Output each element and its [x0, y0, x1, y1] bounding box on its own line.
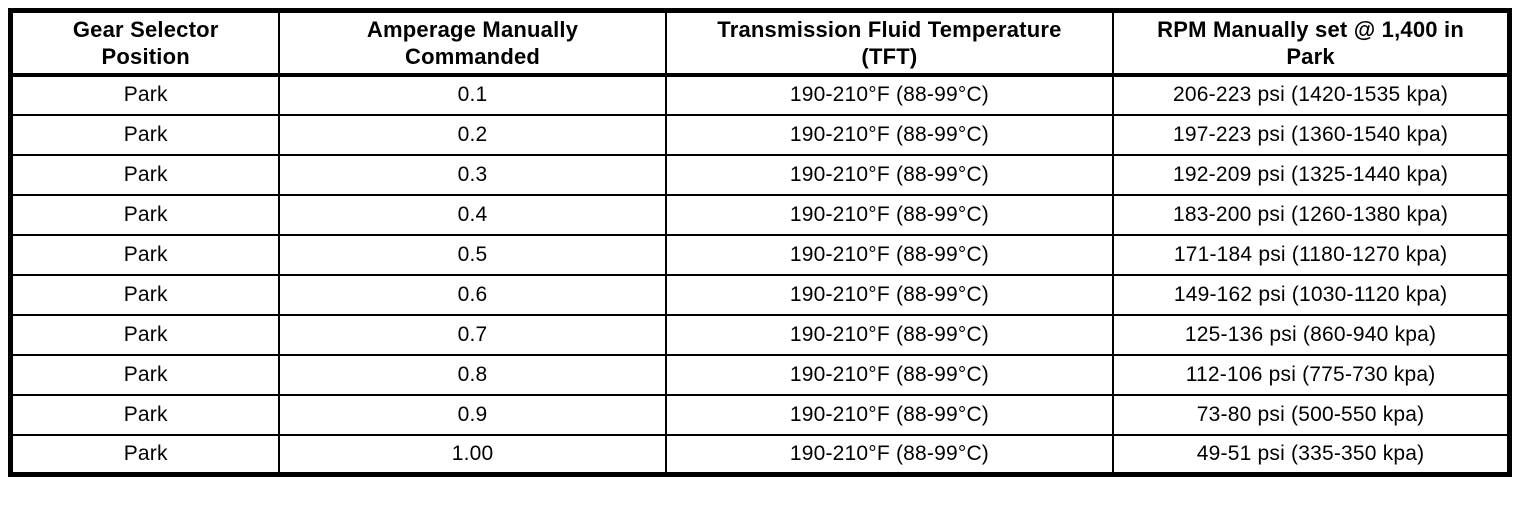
table-cell: 190-210°F (88-99°C)	[664, 433, 1115, 476]
table-cell: 190-210°F (88-99°C)	[664, 153, 1115, 196]
table-cell: 190-210°F (88-99°C)	[664, 233, 1115, 276]
table-row: Park 0.2 190-210°F (88-99°C) 197-223 psi (1…	[9, 113, 1511, 156]
table-row: Park 1.00 190-210°F (88-99°C) 49-51 psi (33…	[9, 433, 1511, 476]
table-cell: 49-51 psi (335-350 kpa)	[1112, 433, 1511, 476]
column-header-pressure-at-1400-rpm: RPM Manually set @ 1,400 in Park	[1112, 9, 1511, 77]
table-row: Park 0.5 190-210°F (88-99°C) 171-184 psi (1…	[9, 233, 1511, 276]
header-row: Gear Selector Position Amperage Manually Co…	[9, 9, 1511, 77]
table-body: Park 0.1 190-210°F (88-99°C) 206-223 psi (1…	[9, 73, 1511, 476]
table-cell: 183-200 psi (1260-1380 kpa)	[1112, 193, 1511, 236]
table-cell: Park	[9, 73, 281, 116]
table-cell: 1.00	[278, 433, 667, 476]
table-row: Park 0.7 190-210°F (88-99°C) 125-136 psi (8…	[9, 313, 1511, 356]
table-cell: Park	[9, 313, 281, 356]
table-cell: Park	[9, 153, 281, 196]
table-cell: Park	[9, 353, 281, 396]
table-row: Park 0.1 190-210°F (88-99°C) 206-223 psi (1…	[9, 73, 1511, 116]
table-cell: Park	[9, 193, 281, 236]
column-header-tft: Transmission Fluid Temperature (TFT)	[664, 9, 1115, 77]
table-cell: 190-210°F (88-99°C)	[664, 353, 1115, 396]
table-cell: 0.3	[278, 153, 667, 196]
table-cell: 0.7	[278, 313, 667, 356]
table-cell: Park	[9, 113, 281, 156]
table-cell: 0.2	[278, 113, 667, 156]
table-cell: Park	[9, 273, 281, 316]
table-cell: 0.1	[278, 73, 667, 116]
table-cell: 0.8	[278, 353, 667, 396]
transmission-pressure-table: Gear Selector Position Amperage Manually Co…	[8, 8, 1512, 477]
table-cell: 192-209 psi (1325-1440 kpa)	[1112, 153, 1511, 196]
table-row: Park 0.4 190-210°F (88-99°C) 183-200 psi (1…	[9, 193, 1511, 236]
column-header-amperage-commanded: Amperage Manually Commanded	[278, 9, 667, 77]
table-row: Park 0.6 190-210°F (88-99°C) 149-162 psi (1…	[9, 273, 1511, 316]
table-row: Park 0.3 190-210°F (88-99°C) 192-209 psi (1…	[9, 153, 1511, 196]
table-cell: 190-210°F (88-99°C)	[664, 273, 1115, 316]
table-cell: 0.6	[278, 273, 667, 316]
table-cell: Park	[9, 393, 281, 436]
column-header-gear-selector-position: Gear Selector Position	[9, 9, 281, 77]
table-cell: 190-210°F (88-99°C)	[664, 313, 1115, 356]
table-cell: 0.9	[278, 393, 667, 436]
table-cell: 0.4	[278, 193, 667, 236]
table-cell: 190-210°F (88-99°C)	[664, 393, 1115, 436]
table-cell: 190-210°F (88-99°C)	[664, 193, 1115, 236]
table-cell: 73-80 psi (500-550 kpa)	[1112, 393, 1511, 436]
table-cell: 125-136 psi (860-940 kpa)	[1112, 313, 1511, 356]
table-cell: Park	[9, 433, 281, 476]
spec-table-container: Gear Selector Position Amperage Manually Co…	[8, 8, 1512, 477]
table-row: Park 0.8 190-210°F (88-99°C) 112-106 psi (7…	[9, 353, 1511, 396]
table-cell: 171-184 psi (1180-1270 kpa)	[1112, 233, 1511, 276]
table-header: Gear Selector Position Amperage Manually Co…	[9, 9, 1511, 77]
table-cell: 112-106 psi (775-730 kpa)	[1112, 353, 1511, 396]
table-cell: 190-210°F (88-99°C)	[664, 73, 1115, 116]
table-cell: Park	[9, 233, 281, 276]
table-cell: 197-223 psi (1360-1540 kpa)	[1112, 113, 1511, 156]
table-cell: 149-162 psi (1030-1120 kpa)	[1112, 273, 1511, 316]
table-row: Park 0.9 190-210°F (88-99°C) 73-80 psi (500…	[9, 393, 1511, 436]
table-cell: 0.5	[278, 233, 667, 276]
table-cell: 190-210°F (88-99°C)	[664, 113, 1115, 156]
table-cell: 206-223 psi (1420-1535 kpa)	[1112, 73, 1511, 116]
